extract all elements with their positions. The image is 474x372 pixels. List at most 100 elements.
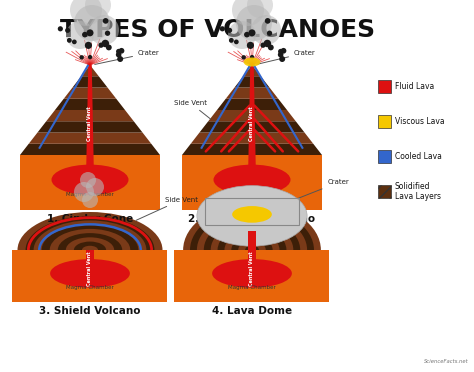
Ellipse shape: [218, 227, 286, 273]
Circle shape: [116, 52, 121, 58]
Circle shape: [86, 178, 104, 196]
Ellipse shape: [50, 229, 130, 271]
Ellipse shape: [50, 259, 130, 288]
Bar: [12, 250, 167, 302]
Text: Magma Chamber: Magma Chamber: [228, 285, 276, 290]
Circle shape: [220, 26, 225, 31]
Circle shape: [260, 42, 265, 48]
Text: Crater: Crater: [95, 50, 160, 64]
Text: Magma Chamber: Magma Chamber: [66, 285, 114, 290]
Polygon shape: [64, 87, 116, 99]
Polygon shape: [243, 65, 261, 76]
Circle shape: [58, 26, 63, 31]
Text: ScienceFacts.net: ScienceFacts.net: [424, 359, 469, 364]
Text: Viscous Lava: Viscous Lava: [395, 117, 445, 126]
Circle shape: [267, 31, 272, 36]
Circle shape: [65, 28, 70, 33]
Bar: [20, 155, 160, 210]
Circle shape: [99, 42, 104, 48]
Circle shape: [105, 31, 110, 36]
Ellipse shape: [26, 216, 155, 284]
Ellipse shape: [232, 206, 272, 223]
Circle shape: [234, 39, 239, 44]
Bar: [174, 250, 329, 302]
Text: Central Vent: Central Vent: [88, 106, 92, 141]
Circle shape: [72, 39, 77, 44]
Text: Central Vent: Central Vent: [249, 106, 255, 141]
Bar: [18, 250, 163, 302]
Ellipse shape: [212, 259, 292, 288]
Text: Side Vent: Side Vent: [173, 100, 210, 119]
Ellipse shape: [183, 203, 321, 297]
Text: TYPES OF VOLCANOES: TYPES OF VOLCANOES: [61, 18, 375, 42]
Circle shape: [117, 56, 123, 62]
Polygon shape: [81, 65, 99, 76]
Polygon shape: [29, 132, 151, 144]
Ellipse shape: [34, 221, 146, 279]
Circle shape: [67, 38, 72, 43]
Circle shape: [80, 172, 96, 188]
Circle shape: [247, 0, 273, 18]
Text: 1. Cinder Cone
Volcano: 1. Cinder Cone Volcano: [47, 214, 133, 235]
Polygon shape: [191, 132, 313, 144]
Circle shape: [278, 52, 283, 58]
Text: Magma Chamber: Magma Chamber: [228, 192, 276, 197]
Circle shape: [268, 45, 274, 50]
Polygon shape: [200, 121, 304, 132]
Circle shape: [89, 15, 119, 45]
Circle shape: [229, 38, 234, 43]
Ellipse shape: [58, 233, 122, 267]
Text: Crater: Crater: [257, 50, 316, 64]
Ellipse shape: [244, 58, 260, 67]
Ellipse shape: [52, 165, 128, 195]
Polygon shape: [182, 144, 322, 155]
Circle shape: [118, 48, 124, 54]
Bar: [378, 115, 391, 128]
Polygon shape: [73, 76, 108, 87]
Text: 4. Lava Dome: 4. Lava Dome: [212, 306, 292, 316]
Text: 2. Composite Volcano: 2. Composite Volcano: [189, 214, 316, 224]
Text: Crater: Crater: [295, 180, 349, 199]
Polygon shape: [208, 110, 296, 121]
Circle shape: [74, 182, 94, 202]
Ellipse shape: [66, 237, 114, 263]
Bar: [182, 155, 322, 210]
Bar: [378, 185, 391, 198]
Bar: [205, 198, 299, 225]
Circle shape: [264, 40, 271, 47]
Ellipse shape: [204, 217, 300, 283]
Text: Solidified
Lava Layers: Solidified Lava Layers: [395, 182, 441, 201]
Circle shape: [227, 28, 232, 33]
Circle shape: [116, 49, 121, 54]
Circle shape: [106, 45, 112, 50]
Ellipse shape: [225, 231, 280, 269]
Polygon shape: [235, 76, 270, 87]
Text: Magma Chamber: Magma Chamber: [66, 192, 114, 197]
Circle shape: [248, 29, 255, 36]
Polygon shape: [217, 99, 287, 110]
Circle shape: [251, 15, 281, 45]
Ellipse shape: [74, 241, 106, 259]
Bar: [378, 80, 391, 93]
Ellipse shape: [197, 186, 307, 246]
Circle shape: [236, 5, 272, 41]
Polygon shape: [55, 99, 125, 110]
Bar: [180, 250, 325, 302]
Polygon shape: [226, 87, 278, 99]
Ellipse shape: [197, 213, 307, 288]
Ellipse shape: [190, 208, 314, 292]
Circle shape: [232, 0, 264, 26]
Circle shape: [103, 18, 109, 24]
Circle shape: [82, 32, 88, 38]
Circle shape: [80, 55, 84, 60]
Ellipse shape: [213, 165, 291, 195]
Ellipse shape: [50, 259, 130, 288]
Circle shape: [250, 55, 254, 59]
Ellipse shape: [42, 225, 138, 275]
Circle shape: [86, 29, 93, 36]
Circle shape: [278, 49, 283, 54]
Text: Central Vent: Central Vent: [88, 251, 92, 286]
Circle shape: [88, 55, 92, 59]
Polygon shape: [20, 144, 160, 155]
Circle shape: [279, 56, 285, 62]
